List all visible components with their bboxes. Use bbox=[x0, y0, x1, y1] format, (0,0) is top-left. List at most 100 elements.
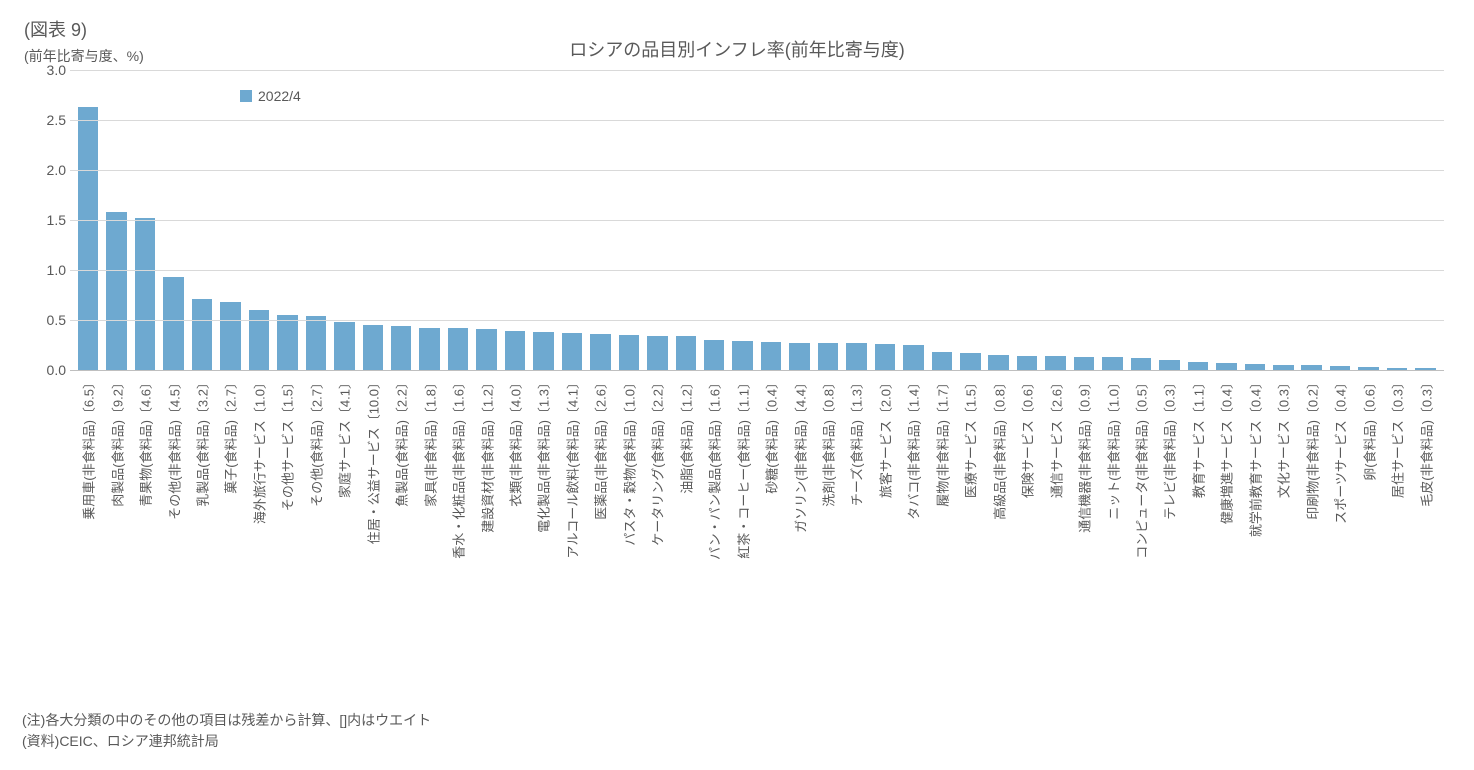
x-label-slot: 青果物(食料品)〔4.6〕 bbox=[131, 376, 159, 636]
bar bbox=[789, 343, 809, 370]
x-label-slot: チーズ(食料品)〔1.3〕 bbox=[842, 376, 870, 636]
bar bbox=[1131, 358, 1151, 370]
bar bbox=[1245, 364, 1265, 370]
x-label-slot: 建設資材(非食料品)〔1.2〕 bbox=[472, 376, 500, 636]
x-label-slot: 菓子(食料品)〔2.7〕 bbox=[216, 376, 244, 636]
bar bbox=[505, 331, 525, 370]
x-tick-label: パン・パン製品(食料品)〔1.6〕 bbox=[705, 376, 724, 560]
x-tick-label: アルコール飲料(食料品)〔4.1〕 bbox=[562, 376, 581, 558]
x-tick-label: 居住サービス〔0.3〕 bbox=[1388, 376, 1407, 498]
x-tick-label: 健康増進サービス〔0.4〕 bbox=[1217, 376, 1236, 524]
bar bbox=[1301, 365, 1321, 370]
x-labels: 乗用車(非食料品)〔6.5〕肉製品(食料品)〔9.2〕青果物(食料品)〔4.6〕… bbox=[74, 376, 1440, 636]
bar bbox=[590, 334, 610, 370]
x-label-slot: コンピュータ(非食料品)〔0.5〕 bbox=[1127, 376, 1155, 636]
x-tick-label: 通信機器(非食料品)〔0.9〕 bbox=[1075, 376, 1094, 533]
x-label-slot: 乗用車(非食料品)〔6.5〕 bbox=[74, 376, 102, 636]
x-label-slot: 医療サービス〔1.5〕 bbox=[956, 376, 984, 636]
gridline bbox=[70, 320, 1444, 321]
bar bbox=[1415, 368, 1435, 370]
bar bbox=[533, 332, 553, 370]
x-tick-label: 医療サービス〔1.5〕 bbox=[961, 376, 980, 498]
x-label-slot: 住居・公益サービス〔10.0〕 bbox=[359, 376, 387, 636]
y-tick-label: 2.0 bbox=[20, 162, 66, 178]
bar bbox=[1159, 360, 1179, 370]
bar bbox=[1387, 368, 1407, 370]
x-label-slot: 乳製品(食料品)〔3.2〕 bbox=[188, 376, 216, 636]
x-label-slot: 砂糖(食料品)〔0.4〕 bbox=[757, 376, 785, 636]
x-label-slot: 教育サービス〔1.1〕 bbox=[1184, 376, 1212, 636]
x-label-slot: 家庭サービス〔4.1〕 bbox=[330, 376, 358, 636]
bar bbox=[419, 328, 439, 370]
bar bbox=[732, 341, 752, 370]
x-label-slot: 健康増進サービス〔0.4〕 bbox=[1212, 376, 1240, 636]
x-label-slot: 卵(食料品)〔0.6〕 bbox=[1354, 376, 1382, 636]
bar bbox=[306, 316, 326, 370]
bar bbox=[334, 322, 354, 370]
x-label-slot: 肉製品(食料品)〔9.2〕 bbox=[102, 376, 130, 636]
bar bbox=[903, 345, 923, 370]
x-label-slot: 居住サービス〔0.3〕 bbox=[1383, 376, 1411, 636]
bar bbox=[163, 277, 183, 370]
gridline bbox=[70, 170, 1444, 171]
bar bbox=[1216, 363, 1236, 370]
bar bbox=[1102, 357, 1122, 370]
x-tick-label: 肉製品(食料品)〔9.2〕 bbox=[107, 376, 126, 507]
x-tick-label: ケータリング(食料品)〔2.2〕 bbox=[648, 376, 667, 546]
x-tick-label: 衣類(非食料品)〔4.0〕 bbox=[506, 376, 525, 507]
gridline bbox=[70, 220, 1444, 221]
x-tick-label: 建設資材(非食料品)〔1.2〕 bbox=[477, 376, 496, 533]
x-label-slot: 油脂(食料品)〔1.2〕 bbox=[672, 376, 700, 636]
x-tick-label: 乗用車(非食料品)〔6.5〕 bbox=[79, 376, 98, 520]
bar bbox=[1045, 356, 1065, 370]
bar-chart: 0.00.51.01.52.02.53.0 2022/4 乗用車(非食料品)〔6… bbox=[20, 70, 1454, 640]
bar bbox=[1188, 362, 1208, 370]
x-tick-label: 高級品(非食料品)〔0.8〕 bbox=[989, 376, 1008, 520]
x-tick-label: 毛皮(非食料品)〔0.3〕 bbox=[1416, 376, 1435, 507]
y-tick-label: 3.0 bbox=[20, 62, 66, 78]
x-label-slot: ガソリン(非食料品)〔4.4〕 bbox=[785, 376, 813, 636]
footnotes: (注)各大分類の中のその他の項目は残差から計算、[]内はウエイト (資料)CEI… bbox=[22, 710, 431, 752]
x-label-slot: 電化製品(非食料品)〔1.3〕 bbox=[529, 376, 557, 636]
x-tick-label: ガソリン(非食料品)〔4.4〕 bbox=[790, 376, 809, 533]
y-tick-label: 1.5 bbox=[20, 212, 66, 228]
x-label-slot: 文化サービス〔0.3〕 bbox=[1269, 376, 1297, 636]
x-tick-label: 印刷物(非食料品)〔0.2〕 bbox=[1302, 376, 1321, 520]
x-label-slot: 履物(非食料品)〔1.7〕 bbox=[928, 376, 956, 636]
x-label-slot: 家具(非食料品)〔1.8〕 bbox=[415, 376, 443, 636]
bar bbox=[1358, 367, 1378, 370]
x-tick-label: 青果物(食料品)〔4.6〕 bbox=[136, 376, 155, 507]
x-label-slot: ニット(非食料品)〔1.0〕 bbox=[1098, 376, 1126, 636]
x-label-slot: 毛皮(非食料品)〔0.3〕 bbox=[1411, 376, 1439, 636]
x-label-slot: パン・パン製品(食料品)〔1.6〕 bbox=[700, 376, 728, 636]
x-label-slot: タバコ(非食料品)〔1.4〕 bbox=[899, 376, 927, 636]
bar bbox=[1074, 357, 1094, 370]
bar bbox=[960, 353, 980, 370]
x-label-slot: アルコール飲料(食料品)〔4.1〕 bbox=[558, 376, 586, 636]
x-label-slot: 通信機器(非食料品)〔0.9〕 bbox=[1070, 376, 1098, 636]
y-tick-label: 0.0 bbox=[20, 362, 66, 378]
bar bbox=[875, 344, 895, 370]
note-line: (注)各大分類の中のその他の項目は残差から計算、[]内はウエイト bbox=[22, 710, 431, 731]
x-label-slot: 印刷物(非食料品)〔0.2〕 bbox=[1297, 376, 1325, 636]
x-tick-label: 卵(食料品)〔0.6〕 bbox=[1359, 376, 1378, 481]
x-tick-label: 文化サービス〔0.3〕 bbox=[1274, 376, 1293, 498]
bar bbox=[192, 299, 212, 370]
x-tick-label: 旅客サービス〔2.0〕 bbox=[875, 376, 894, 498]
bar bbox=[391, 326, 411, 370]
x-label-slot: 通信サービス〔2.6〕 bbox=[1041, 376, 1069, 636]
x-tick-label: 住居・公益サービス〔10.0〕 bbox=[363, 376, 382, 544]
y-tick-label: 2.5 bbox=[20, 112, 66, 128]
x-tick-label: ニット(非食料品)〔1.0〕 bbox=[1103, 376, 1122, 520]
bar bbox=[277, 315, 297, 370]
x-label-slot: 就学前教育サービス〔0.4〕 bbox=[1241, 376, 1269, 636]
x-label-slot: 衣類(非食料品)〔4.0〕 bbox=[501, 376, 529, 636]
x-tick-label: 乳製品(食料品)〔3.2〕 bbox=[193, 376, 212, 507]
bar bbox=[135, 218, 155, 370]
bar bbox=[1330, 366, 1350, 370]
x-tick-label: 砂糖(食料品)〔0.4〕 bbox=[762, 376, 781, 494]
x-tick-label: タバコ(非食料品)〔1.4〕 bbox=[904, 376, 923, 520]
x-tick-label: 就学前教育サービス〔0.4〕 bbox=[1245, 376, 1264, 537]
x-label-slot: 保険サービス〔0.6〕 bbox=[1013, 376, 1041, 636]
x-tick-label: 菓子(食料品)〔2.7〕 bbox=[221, 376, 240, 494]
